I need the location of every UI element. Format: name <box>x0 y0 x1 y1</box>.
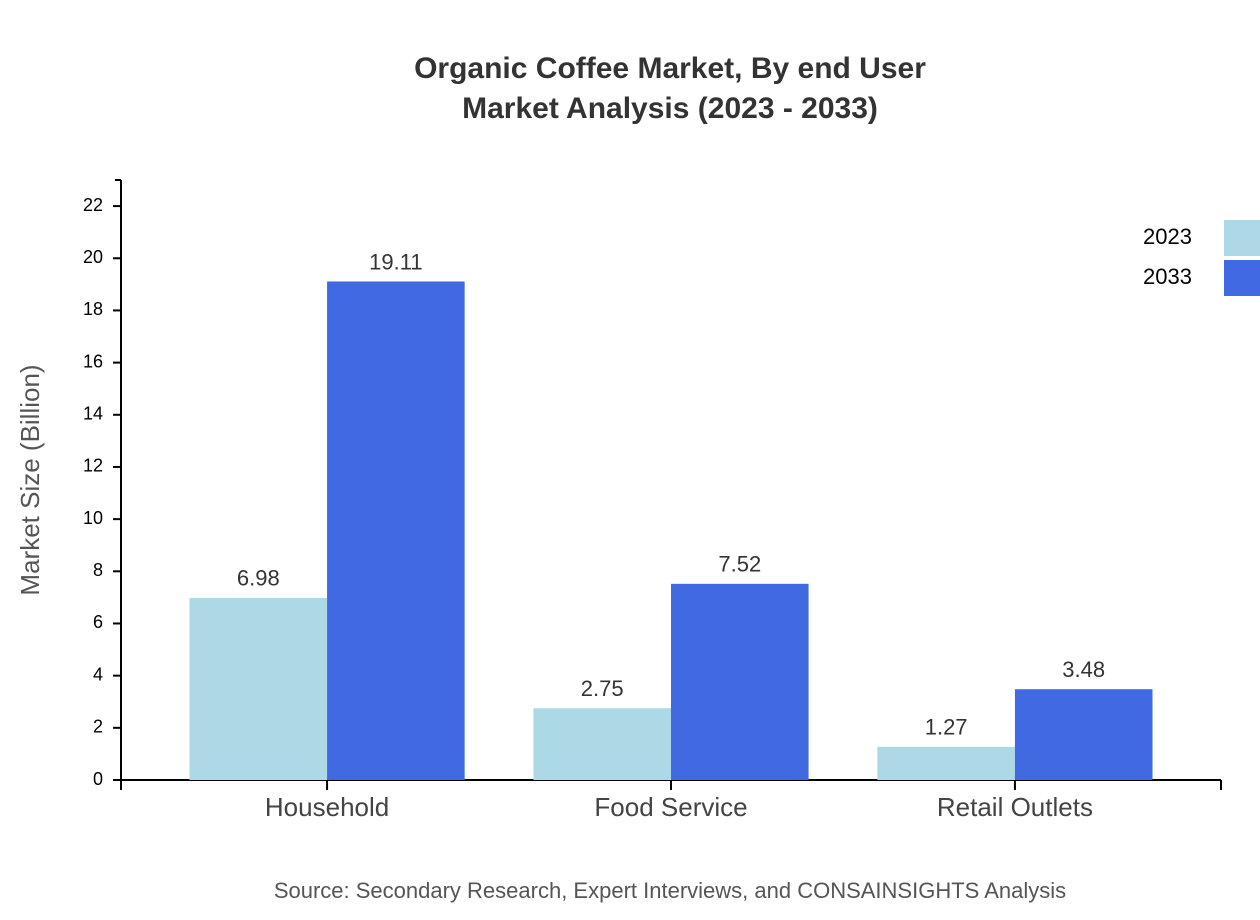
x-tick-label: Retail Outlets <box>937 792 1093 822</box>
bar <box>189 597 328 780</box>
legend-label: 2033 <box>1143 264 1192 289</box>
bar <box>877 746 1015 780</box>
y-tick-label: 18 <box>83 299 103 319</box>
legend-swatch <box>1224 220 1260 256</box>
y-tick-label: 10 <box>83 508 103 528</box>
value-label: 7.52 <box>718 552 761 577</box>
y-tick-label: 22 <box>83 195 103 215</box>
y-tick-label: 4 <box>93 664 103 684</box>
y-tick-label: 20 <box>83 247 103 267</box>
bar <box>327 281 465 780</box>
value-label: 2.75 <box>581 676 624 701</box>
value-label: 3.48 <box>1062 657 1105 682</box>
legend-label: 2023 <box>1143 224 1192 249</box>
bar <box>533 708 671 780</box>
y-tick-label: 14 <box>83 404 103 424</box>
source-note: Source: Secondary Research, Expert Inter… <box>274 878 1066 903</box>
y-tick-label: 2 <box>93 717 103 737</box>
x-tick-label: Food Service <box>594 792 747 822</box>
y-tick-label: 6 <box>93 612 103 632</box>
bar <box>1014 689 1153 780</box>
y-tick-label: 12 <box>83 456 103 476</box>
value-label: 6.98 <box>237 566 280 591</box>
y-tick-label: 0 <box>93 769 103 789</box>
x-tick-label: Household <box>265 792 389 822</box>
y-tick-label: 8 <box>93 560 103 580</box>
value-label: 1.27 <box>925 715 968 740</box>
bar <box>671 583 809 780</box>
chart-title: Organic Coffee Market, By end User <box>414 52 926 85</box>
y-tick-label: 16 <box>83 351 103 371</box>
y-axis-label: Market Size (Billion) <box>15 364 45 595</box>
chart-subtitle: Market Analysis (2023 - 2033) <box>462 92 878 125</box>
value-label: 19.11 <box>369 249 422 274</box>
legend-swatch <box>1224 260 1260 296</box>
